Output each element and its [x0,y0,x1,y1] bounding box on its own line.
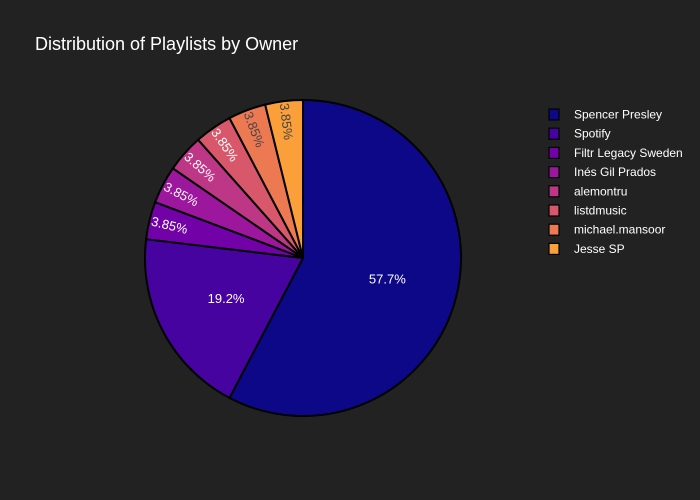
legend-item-listdmusic[interactable]: listdmusic [548,204,627,218]
legend-swatch [548,204,560,217]
legend-label: Jesse SP [574,242,625,256]
legend-label: michael.mansoor [574,223,665,237]
legend-label: Filtr Legacy Sweden [574,146,683,160]
legend-item-michael-mansoor[interactable]: michael.mansoor [548,223,665,237]
slice-label-spotify: 19.2% [208,291,245,306]
legend-swatch [548,146,560,159]
legend-swatch [548,223,560,236]
legend-label: listdmusic [574,204,627,218]
slice-label-spencer-presley: 57.7% [369,271,406,286]
legend-swatch [548,166,560,179]
pie-slice-spotify[interactable] [144,238,305,400]
legend-item-ines-gil-prados[interactable]: Inés Gil Prados [548,165,656,179]
legend-swatch [548,108,560,121]
legend-item-spencer-presley[interactable]: Spencer Presley [548,108,662,122]
legend-label: alemontru [574,184,627,198]
legend[interactable]: Spencer Presley Spotify Filtr Legacy Swede… [548,108,683,256]
pie-slice-spencer-presley[interactable] [228,98,462,417]
legend-item-alemontru[interactable]: alemontru [548,184,627,198]
pie-slice-jesse-sp[interactable] [263,98,304,259]
legend-label: Spotify [574,127,611,141]
pie-group: 57.7%19.2%3.85%3.85%3.85%3.85% 3.85% 3.85% [144,98,462,417]
legend-swatch [548,127,560,140]
legend-label: Inés Gil Prados [574,165,656,179]
slice-label-jesse-sp: 3.85% [277,102,296,141]
legend-item-jesse-sp[interactable]: Jesse SP [548,242,625,256]
legend-swatch [548,185,560,198]
legend-item-spotify[interactable]: Spotify [548,127,611,141]
legend-swatch [548,242,560,255]
chart-title: Distribution of Playlists by Owner [35,34,298,54]
legend-item-filtr-legacy-sweden[interactable]: Filtr Legacy Sweden [548,146,683,160]
legend-label: Spencer Presley [574,108,662,122]
